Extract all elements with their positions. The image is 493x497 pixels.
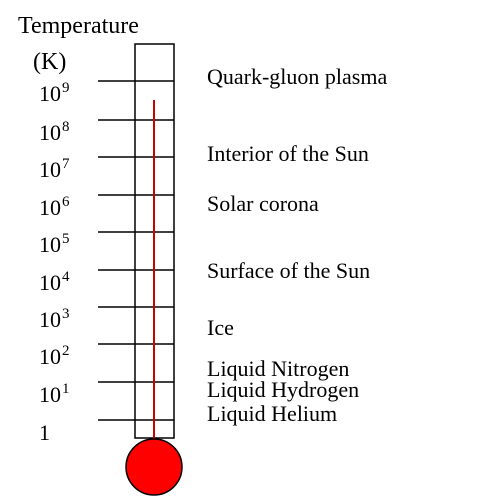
tick-exponent: 2 [62, 343, 70, 359]
tick-base: 10 [39, 382, 61, 407]
tick-label: 101 [39, 381, 70, 407]
region-label: Liquid Helium [207, 401, 338, 426]
region-label: Liquid Nitrogen [207, 356, 350, 381]
tick-base: 10 [39, 232, 61, 257]
tick-exponent: 7 [62, 156, 70, 172]
tick-label: 102 [39, 343, 70, 369]
tick-label: 1 [39, 422, 50, 444]
tick-exponent: 9 [62, 80, 70, 96]
tick-exponent: 5 [62, 231, 70, 247]
tick-base: 1 [39, 420, 50, 445]
tick-exponent: 6 [62, 194, 70, 210]
tick-label: 107 [39, 156, 70, 182]
tick-lines [98, 80, 174, 421]
tick-base: 10 [39, 307, 61, 332]
tick-label: 103 [39, 306, 70, 332]
tick-base: 10 [39, 81, 61, 106]
axis-unit: (K) [33, 49, 67, 75]
tick-label: 109 [39, 80, 70, 106]
region-label: Quark-gluon plasma [207, 64, 388, 89]
region-label: Interior of the Sun [207, 141, 369, 166]
region-label: Surface of the Sun [207, 258, 371, 283]
tick-label: 108 [39, 119, 70, 145]
axis-title: Temperature [18, 13, 139, 39]
tick-base: 10 [39, 120, 61, 145]
region-label: Liquid Hydrogen [207, 377, 360, 402]
tick-base: 10 [39, 195, 61, 220]
tick-exponent: 1 [62, 381, 70, 397]
tick-label: 106 [39, 194, 70, 220]
tick-exponent: 3 [62, 306, 70, 322]
tick-label: 104 [39, 269, 70, 295]
region-label: Ice [207, 315, 234, 340]
tick-base: 10 [39, 157, 61, 182]
region-label: Solar corona [207, 191, 319, 216]
tick-exponent: 8 [62, 119, 70, 135]
tick-base: 10 [39, 344, 61, 369]
tick-label: 105 [39, 231, 70, 257]
tick-base: 10 [39, 270, 61, 295]
tick-exponent: 4 [62, 269, 70, 285]
thermometer-bulb [125, 438, 183, 496]
